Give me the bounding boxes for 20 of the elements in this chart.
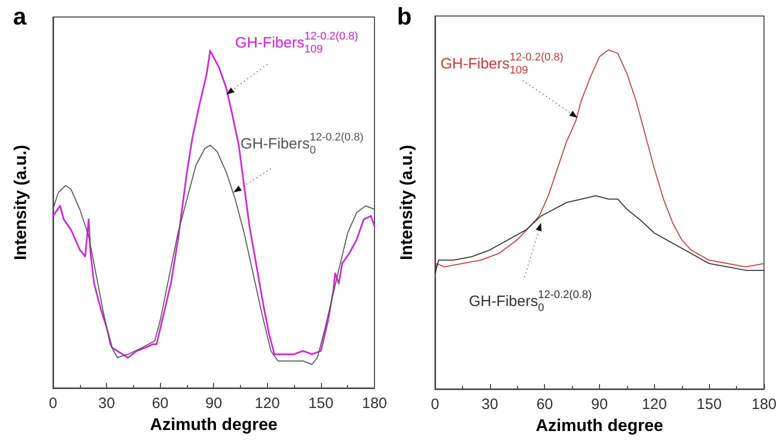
x-axis-title: Azimuth degree <box>536 416 664 435</box>
chart-title: a <box>13 4 27 30</box>
x-tick-label: 150 <box>696 396 722 413</box>
x-tick-label: 180 <box>362 395 387 412</box>
x-tick-label: 150 <box>308 395 334 412</box>
x-tick-label: 120 <box>642 396 667 413</box>
x-tick-label: 0 <box>48 395 58 412</box>
x-axis-title: Azimuth degree <box>150 415 278 434</box>
x-tick-label: 90 <box>591 396 608 413</box>
x-tick-label: 30 <box>98 395 115 412</box>
x-tick-label: 90 <box>205 395 222 412</box>
x-tick-label: 60 <box>152 395 169 412</box>
x-tick-label: 180 <box>751 396 777 413</box>
x-tick-label: 30 <box>481 396 498 413</box>
y-axis-title: Intensity (a.u.) <box>397 144 416 260</box>
x-tick-label: 120 <box>254 395 280 412</box>
chart-title: b <box>397 4 412 30</box>
x-tick-label: 60 <box>536 396 554 413</box>
x-tick-label: 0 <box>430 396 440 413</box>
y-axis-title: Intensity (a.u.) <box>11 144 30 260</box>
